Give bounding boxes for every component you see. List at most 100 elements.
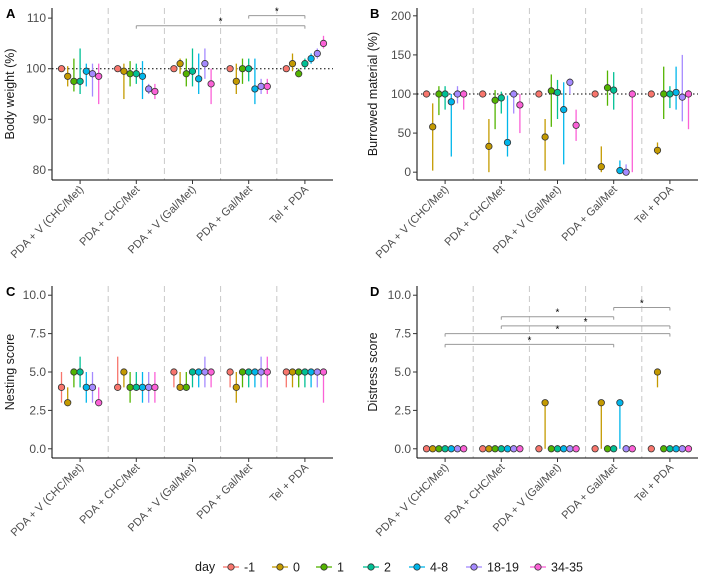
data-point <box>95 399 103 407</box>
data-point <box>435 90 443 98</box>
data-point <box>301 60 309 68</box>
y-tick-label: 90 <box>33 112 47 126</box>
data-point <box>132 70 140 78</box>
data-point <box>497 445 505 453</box>
data-point <box>288 60 297 68</box>
x-tick-label: Tel + PDA <box>633 461 677 505</box>
data-point <box>226 65 234 73</box>
data-point <box>422 445 431 453</box>
significance-star: * <box>584 317 588 328</box>
data-point <box>307 368 315 376</box>
data-point <box>660 90 668 98</box>
data-point <box>182 383 190 391</box>
x-tick-label: PDA + Gal/Met <box>560 462 620 522</box>
data-point <box>566 445 574 453</box>
data-point <box>114 65 122 73</box>
data-point <box>447 98 455 106</box>
data-point <box>263 82 271 91</box>
data-point <box>535 445 543 453</box>
data-point <box>429 445 437 453</box>
y-tick-label: 100 <box>391 87 411 101</box>
data-point <box>684 445 693 453</box>
data-point <box>195 368 203 376</box>
x-tick-label: PDA + V (CHC/Met) <box>374 462 451 539</box>
data-point <box>88 70 97 78</box>
data-point <box>628 90 636 98</box>
y-tick-label: 0.0 <box>29 442 46 456</box>
data-point <box>251 85 259 93</box>
data-point <box>460 90 468 98</box>
legend-item-label: -1 <box>244 561 255 575</box>
data-point <box>510 445 518 453</box>
y-tick-label: 10.0 <box>388 288 412 302</box>
data-point <box>616 399 624 407</box>
data-point <box>151 383 159 391</box>
data-point <box>547 87 555 95</box>
data-point <box>207 368 215 376</box>
data-point <box>82 67 90 75</box>
y-tick-label: 100 <box>26 62 46 76</box>
data-point <box>491 445 499 453</box>
data-point <box>597 163 605 171</box>
data-point <box>288 368 297 376</box>
x-tick-label: PDA + V (CHC/Met) <box>9 184 86 261</box>
data-point <box>560 106 568 114</box>
y-tick-label: 200 <box>391 9 411 23</box>
data-point <box>628 445 636 453</box>
data-point <box>485 445 493 453</box>
x-tick-label: Tel + PDA <box>268 461 312 505</box>
data-point <box>610 86 618 94</box>
data-point <box>647 90 655 98</box>
data-point <box>441 90 449 98</box>
legend-item-label: 4-8 <box>430 561 448 575</box>
data-point <box>182 70 190 78</box>
data-point <box>132 383 140 391</box>
data-point <box>553 445 562 453</box>
data-point <box>70 368 78 376</box>
data-point <box>460 445 468 453</box>
data-point <box>313 368 321 376</box>
data-point <box>622 168 630 176</box>
y-tick-label: 50 <box>398 126 412 140</box>
data-point <box>453 90 462 98</box>
data-point <box>95 72 103 80</box>
data-point <box>660 445 668 453</box>
legend: day -1 0 1 2 4-8 18-19 34-35 <box>195 560 583 575</box>
data-point <box>120 368 128 376</box>
data-point <box>76 77 84 85</box>
data-point <box>453 445 462 453</box>
y-tick-label: 7.5 <box>394 327 411 341</box>
legend-title: day <box>195 560 216 574</box>
x-tick-label: PDA + CHC/Met <box>78 462 143 527</box>
legend-key-point <box>320 563 328 571</box>
data-point <box>510 90 518 98</box>
data-point <box>176 383 184 391</box>
x-tick-label: PDA + V (CHC/Met) <box>9 462 86 539</box>
data-point <box>479 445 487 453</box>
data-point <box>503 445 512 453</box>
data-point <box>541 399 549 407</box>
legend-key-point <box>367 563 375 571</box>
data-point <box>145 85 153 93</box>
data-point <box>547 445 555 453</box>
data-point <box>485 142 493 150</box>
data-point <box>151 87 159 96</box>
data-point <box>491 96 499 104</box>
data-point <box>616 167 624 175</box>
y-tick-label: 5.0 <box>394 365 411 379</box>
data-point <box>497 94 505 102</box>
y-tick-label: 7.5 <box>29 327 46 341</box>
y-axis-title: Distress score <box>366 332 380 411</box>
panel-B: B 0 50 100 150 200 PDA + V (CHC/Met)PDA + CHC/… <box>366 6 698 261</box>
data-point <box>170 368 178 376</box>
data-point <box>319 39 328 48</box>
panel-letter-C: C <box>6 284 16 299</box>
data-point <box>120 67 128 75</box>
data-point <box>57 65 66 73</box>
legend-item-label: 18-19 <box>487 561 519 575</box>
data-point <box>672 88 680 97</box>
legend-key-point <box>276 563 284 571</box>
data-point <box>238 65 247 73</box>
